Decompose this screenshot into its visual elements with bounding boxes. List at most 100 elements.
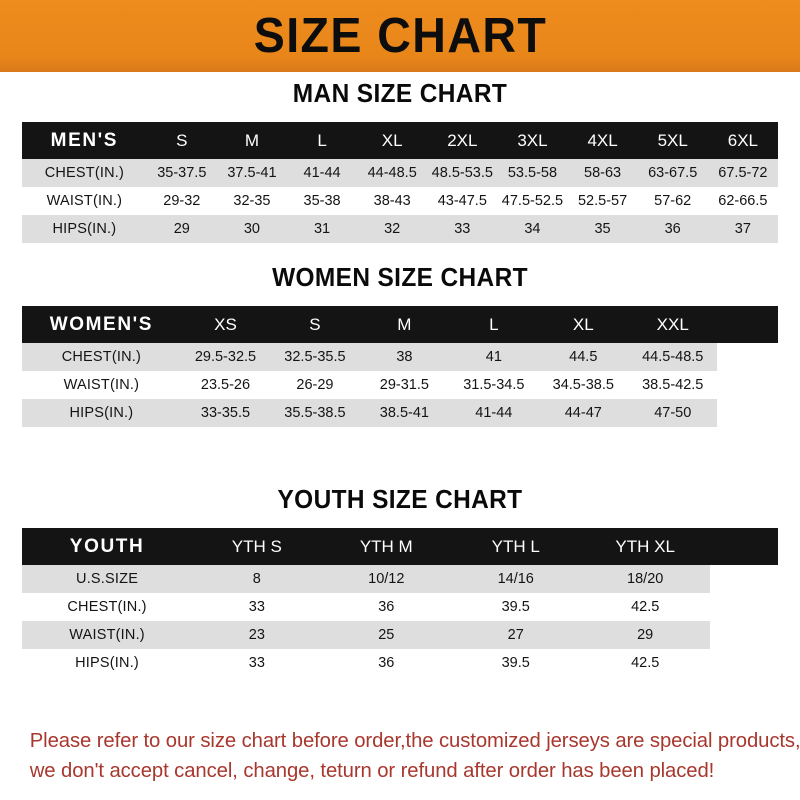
column-header-men-2: L <box>287 122 358 159</box>
cell-women-2-2: 38.5-41 <box>359 399 450 427</box>
cell-men-2-8: 37 <box>707 215 778 243</box>
cell-youth-2-0: 23 <box>192 621 322 649</box>
table-row: HIPS(IN.) 33-35.5 35.5-38.5 38.5-41 41-44 44-… <box>22 399 778 427</box>
row-label-men-0: CHEST(IN.) <box>22 159 147 187</box>
cell-men-0-8: 67.5-72 <box>707 159 778 187</box>
cell-women-1-4: 34.5-38.5 <box>538 371 629 399</box>
cell-youth-1-3: 42.5 <box>580 593 710 621</box>
table-body-women: WOMEN'S XS S M L XL XXL CHEST(IN.) 29.5-32.5 32.5… <box>22 306 778 427</box>
cell-women-1-0: 23.5-26 <box>180 371 271 399</box>
row-label-youth-2: WAIST(IN.) <box>22 621 193 649</box>
table-header-filler-women <box>717 306 778 343</box>
cell-women-0-4: 44.5 <box>538 343 629 371</box>
column-header-men-1: M <box>216 122 287 159</box>
cell-men-1-8: 62-66.5 <box>707 187 778 215</box>
cell-men-2-3: 32 <box>357 215 428 243</box>
cell-men-2-6: 35 <box>567 215 638 243</box>
footer-warning-line-2: we don't accept cancel, change, teturn o… <box>29 759 715 782</box>
cell-men-1-5: 47.5-52.5 <box>497 187 568 215</box>
footer-warning-line-1: Please refer to our size chart before or… <box>29 729 800 752</box>
footer-warning: Please refer to our size chart before or… <box>4 726 800 786</box>
table-row: CHEST(IN.) 33 36 39.5 42.5 <box>22 593 778 621</box>
row-label-women-0: CHEST(IN.) <box>22 343 181 371</box>
cell-men-1-0: 29-32 <box>146 187 217 215</box>
table-row: CHEST(IN.) 35-37.5 37.5-41 41-44 44-48.5 48.5… <box>22 159 778 187</box>
row-filler-youth-3 <box>709 649 778 677</box>
table-header-row-women: WOMEN'S XS S M L XL XXL <box>22 306 778 343</box>
column-header-youth-2: YTH L <box>451 528 581 565</box>
column-header-women-5: XXL <box>628 306 718 343</box>
table-body-men: MEN'S S M L XL 2XL 3XL 4XL 5XL 6XL CHEST(IN.) 35-37… <box>22 122 778 243</box>
column-header-men-6: 4XL <box>567 122 638 159</box>
column-header-women-4: XL <box>538 306 629 343</box>
cell-men-1-2: 35-38 <box>287 187 358 215</box>
table-corner-label-women: WOMEN'S <box>22 306 181 343</box>
table-row: CHEST(IN.) 29.5-32.5 32.5-35.5 38 41 44.5 44.5… <box>22 343 778 371</box>
section-women: WOMEN SIZE CHART WOMEN'S XS S M L XL XXL CHEST(… <box>0 262 800 427</box>
column-header-youth-3: YTH XL <box>580 528 710 565</box>
cell-women-0-0: 29.5-32.5 <box>180 343 271 371</box>
cell-men-1-4: 43-47.5 <box>427 187 498 215</box>
cell-youth-0-2: 14/16 <box>451 565 581 593</box>
cell-youth-3-1: 36 <box>321 649 451 677</box>
cell-women-2-0: 33-35.5 <box>180 399 271 427</box>
row-label-youth-1: CHEST(IN.) <box>22 593 193 621</box>
table-row: HIPS(IN.) 29 30 31 32 33 34 35 36 37 <box>22 215 778 243</box>
cell-men-2-4: 33 <box>427 215 498 243</box>
cell-youth-1-1: 36 <box>321 593 451 621</box>
column-header-youth-0: YTH S <box>192 528 322 565</box>
cell-men-0-7: 63-67.5 <box>637 159 708 187</box>
column-header-men-8: 6XL <box>707 122 778 159</box>
column-header-youth-1: YTH M <box>321 528 451 565</box>
section-youth: YOUTH SIZE CHART YOUTH YTH S YTH M YTH L YTH… <box>0 484 800 677</box>
cell-youth-2-3: 29 <box>580 621 710 649</box>
cell-youth-3-3: 42.5 <box>580 649 710 677</box>
cell-men-1-3: 38-43 <box>357 187 428 215</box>
row-label-men-2: HIPS(IN.) <box>22 215 147 243</box>
cell-men-0-2: 41-44 <box>287 159 358 187</box>
row-filler-youth-1 <box>709 593 778 621</box>
row-filler-women-1 <box>717 371 778 399</box>
table-row: HIPS(IN.) 33 36 39.5 42.5 <box>22 649 778 677</box>
cell-women-0-1: 32.5-35.5 <box>270 343 360 371</box>
table-corner-label-men: MEN'S <box>22 122 147 159</box>
page-title: SIZE CHART <box>253 8 547 63</box>
row-filler-women-0 <box>717 343 778 371</box>
column-header-men-4: 2XL <box>427 122 498 159</box>
column-header-men-3: XL <box>357 122 428 159</box>
size-table-men: MEN'S S M L XL 2XL 3XL 4XL 5XL 6XL CHEST(IN.) 35-37… <box>22 122 778 243</box>
row-label-men-1: WAIST(IN.) <box>22 187 147 215</box>
column-header-women-1: S <box>270 306 360 343</box>
row-label-women-1: WAIST(IN.) <box>22 371 181 399</box>
cell-youth-0-1: 10/12 <box>321 565 451 593</box>
section-title-youth: YOUTH SIZE CHART <box>277 484 523 514</box>
table-row: U.S.SIZE 8 10/12 14/16 18/20 <box>22 565 778 593</box>
table-header-filler-youth <box>709 528 778 565</box>
row-label-youth-3: HIPS(IN.) <box>22 649 193 677</box>
cell-women-0-5: 44.5-48.5 <box>628 343 718 371</box>
cell-youth-3-2: 39.5 <box>451 649 581 677</box>
cell-men-2-7: 36 <box>637 215 708 243</box>
table-wrapper-men: MEN'S S M L XL 2XL 3XL 4XL 5XL 6XL CHEST(IN.) 35-37… <box>22 122 778 243</box>
cell-youth-1-2: 39.5 <box>451 593 581 621</box>
size-table-youth: YOUTH YTH S YTH M YTH L YTH XL U.S.SIZE 8 10/12… <box>22 528 778 677</box>
cell-men-2-2: 31 <box>287 215 358 243</box>
cell-men-1-7: 57-62 <box>637 187 708 215</box>
column-header-women-2: M <box>359 306 450 343</box>
cell-youth-0-3: 18/20 <box>580 565 710 593</box>
table-header-row-youth: YOUTH YTH S YTH M YTH L YTH XL <box>22 528 778 565</box>
table-wrapper-women: WOMEN'S XS S M L XL XXL CHEST(IN.) 29.5-32.5 32.5… <box>22 306 778 427</box>
cell-men-1-6: 52.5-57 <box>567 187 638 215</box>
row-filler-youth-0 <box>709 565 778 593</box>
table-row: WAIST(IN.) 23.5-26 26-29 29-31.5 31.5-34.5 34… <box>22 371 778 399</box>
cell-women-1-1: 26-29 <box>270 371 360 399</box>
column-header-men-7: 5XL <box>637 122 708 159</box>
cell-men-0-4: 48.5-53.5 <box>427 159 498 187</box>
cell-women-2-3: 41-44 <box>449 399 539 427</box>
cell-men-0-6: 58-63 <box>567 159 638 187</box>
cell-youth-2-2: 27 <box>451 621 581 649</box>
table-header-row-men: MEN'S S M L XL 2XL 3XL 4XL 5XL 6XL <box>22 122 778 159</box>
cell-men-2-1: 30 <box>216 215 287 243</box>
cell-women-1-5: 38.5-42.5 <box>628 371 718 399</box>
